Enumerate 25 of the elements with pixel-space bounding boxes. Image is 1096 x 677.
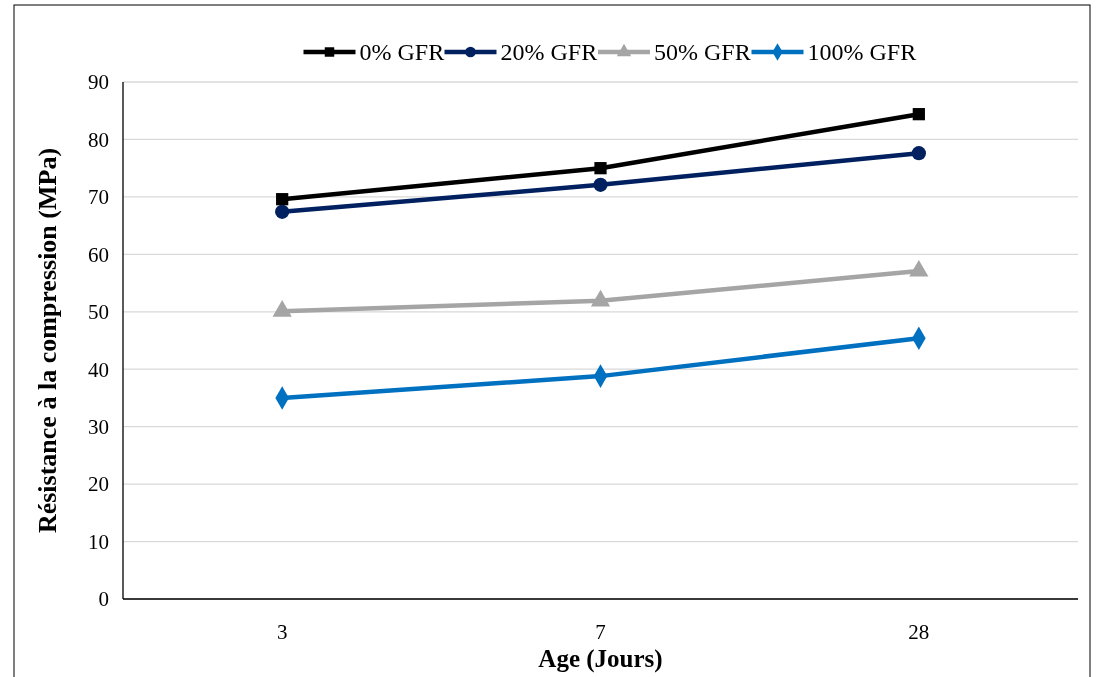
x-axis-title: Age (Jours) bbox=[538, 645, 663, 673]
y-tick-label: 40 bbox=[88, 357, 109, 382]
y-tick-label: 10 bbox=[88, 529, 109, 554]
legend-label: 0% GFR bbox=[359, 39, 445, 66]
y-tick-label: 0 bbox=[98, 587, 109, 612]
legend-label: 100% GFR bbox=[807, 39, 917, 66]
y-tick-label: 80 bbox=[88, 127, 109, 152]
y-tick-label: 30 bbox=[88, 415, 109, 440]
y-tick-label: 90 bbox=[88, 70, 109, 95]
legend-label: 50% GFR bbox=[654, 39, 751, 66]
point bbox=[911, 146, 926, 161]
point bbox=[912, 108, 925, 121]
x-tick-label: 3 bbox=[276, 620, 288, 644]
point bbox=[593, 177, 608, 192]
y-tick-label: 50 bbox=[88, 300, 109, 325]
y-tick-label: 70 bbox=[88, 185, 109, 210]
y-tick-label: 60 bbox=[88, 242, 109, 267]
x-tick-label: 28 bbox=[908, 620, 930, 644]
point bbox=[275, 204, 290, 219]
legend-label: 20% GFR bbox=[500, 39, 598, 66]
point bbox=[276, 193, 289, 206]
point bbox=[594, 162, 607, 175]
x-tick-label: 7 bbox=[595, 620, 606, 644]
y-axis-title: Résistance à la compression (MPa) bbox=[33, 147, 62, 534]
y-tick-label: 20 bbox=[88, 472, 109, 497]
